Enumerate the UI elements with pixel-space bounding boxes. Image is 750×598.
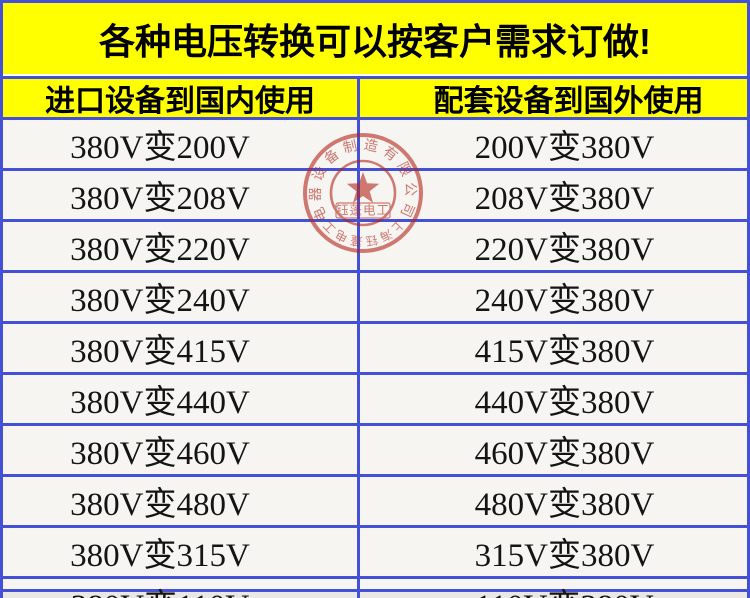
table-row: 380V变440V 440V变380V [3, 372, 747, 423]
voltage-cell-right: 415V变380V [474, 334, 655, 370]
divider-blue [3, 76, 747, 79]
voltage-cell-left: 380V变110V [3, 579, 360, 598]
column-header-domestic: 进口设备到国内使用 [3, 79, 360, 118]
voltage-cell-left: 380V变200V [3, 120, 360, 168]
banner: 各种电压转换可以按客户需求订做! [3, 3, 747, 74]
voltage-cell-right: 480V变380V [474, 487, 655, 523]
voltage-cell-left: 380V变415V [3, 324, 360, 372]
voltage-cell-right: 460V变380V [474, 436, 655, 472]
column-header-foreign: 配套设备到国外使用 [433, 85, 704, 118]
table-row: 380V变208V 208V变380V [3, 168, 747, 219]
table-row: 380V变110V 110V变380V [3, 576, 747, 598]
voltage-cell-right: 315V变380V [474, 538, 655, 574]
table-row: 380V变315V 315V变380V [3, 525, 747, 576]
table-header-row: 进口设备到国内使用 配套设备到国外使用 [3, 79, 747, 118]
bottom-strip [3, 592, 747, 598]
voltage-cell-right: 240V变380V [474, 283, 655, 319]
divider-blue [3, 589, 747, 592]
voltage-cell-left: 380V变315V [3, 528, 360, 576]
table-row: 380V变480V 480V变380V [3, 474, 747, 525]
voltage-cell-right: 220V变380V [474, 232, 655, 268]
divider-blue [3, 117, 747, 120]
voltage-cell-left: 380V变460V [3, 426, 360, 474]
voltage-cell-left: 380V变220V [3, 222, 360, 270]
table-row: 380V变200V 200V变380V [3, 120, 747, 168]
divider-white [3, 74, 747, 76]
voltage-cell-right: 200V变380V [474, 130, 655, 166]
voltage-cell-left: 380V变208V [3, 171, 360, 219]
voltage-cell-left: 380V变480V [3, 477, 360, 525]
table-body: 380V变200V 200V变380V 380V变208V 208V变380V … [3, 120, 747, 598]
voltage-cell-right: 440V变380V [474, 385, 655, 421]
voltage-cell-right: 208V变380V [474, 181, 655, 217]
table-row: 380V变460V 460V变380V [3, 423, 747, 474]
table-row: 380V变220V 220V变380V [3, 219, 747, 270]
table-row: 380V变415V 415V变380V [3, 321, 747, 372]
voltage-cell-left: 380V变440V [3, 375, 360, 423]
voltage-cell-left: 380V变240V [3, 273, 360, 321]
voltage-cell-right: 110V变380V [360, 579, 747, 598]
table-row: 380V变240V 240V变380V [3, 270, 747, 321]
banner-title: 各种电压转换可以按客户需求订做! [99, 20, 651, 62]
